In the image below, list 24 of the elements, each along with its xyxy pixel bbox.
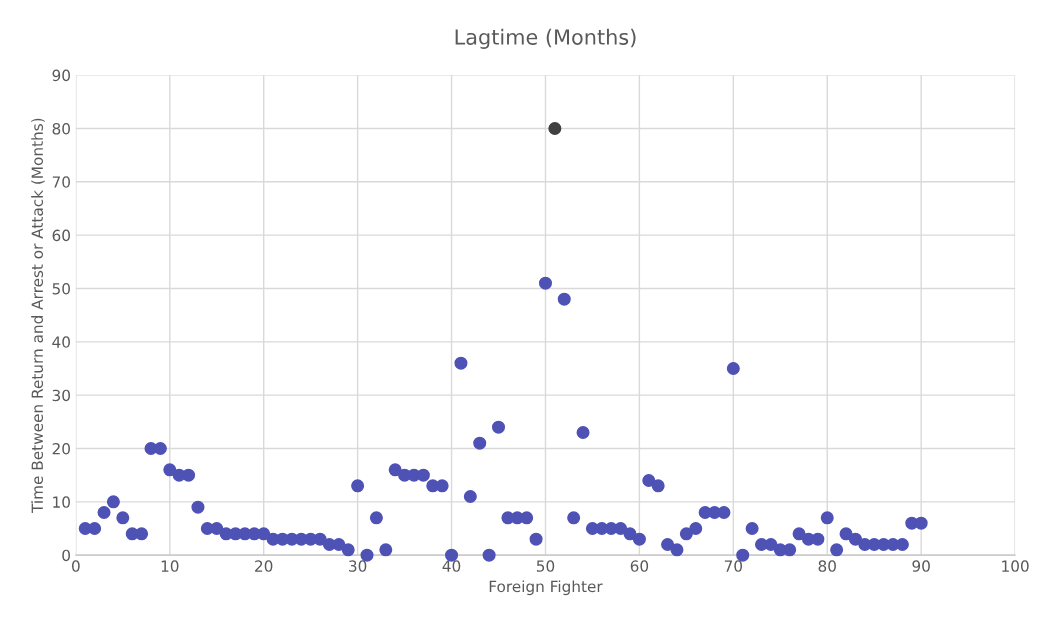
- x-tick-label: 70: [724, 560, 743, 572]
- x-tick-label: 60: [630, 560, 649, 572]
- y-tick-label: 10: [53, 496, 70, 508]
- y-tick-label: 90: [52, 69, 70, 82]
- x-tick-label: 90: [912, 560, 930, 572]
- x-tick-label: 0: [71, 560, 80, 572]
- x-tick-label: 100: [1002, 560, 1029, 572]
- y-tick-label: 70: [52, 176, 70, 188]
- y-tick-label: 50: [52, 282, 70, 295]
- x-tick-label: 50: [536, 560, 555, 572]
- x-tick-label: 80: [818, 560, 836, 572]
- y-tick-label: 40: [52, 336, 70, 348]
- y-tick-label: 30: [52, 389, 70, 402]
- x-tick-label: 20: [255, 560, 273, 572]
- chart-title: Lagtime (Months): [455, 28, 636, 49]
- x-tick-label: 40: [442, 560, 461, 572]
- y-tick-label: 20: [52, 442, 70, 455]
- y-axis-title: Time Between Return and Arrest or Attack (Months): [31, 118, 45, 513]
- x-axis-title: Foreign Fighter: [489, 580, 603, 596]
- x-tick-label: 30: [349, 560, 367, 572]
- y-tick-label: 80: [52, 122, 70, 135]
- y-tick-label: 60: [52, 229, 70, 242]
- y-tick-label: 0: [62, 549, 70, 562]
- x-tick-label: 10: [161, 560, 179, 572]
